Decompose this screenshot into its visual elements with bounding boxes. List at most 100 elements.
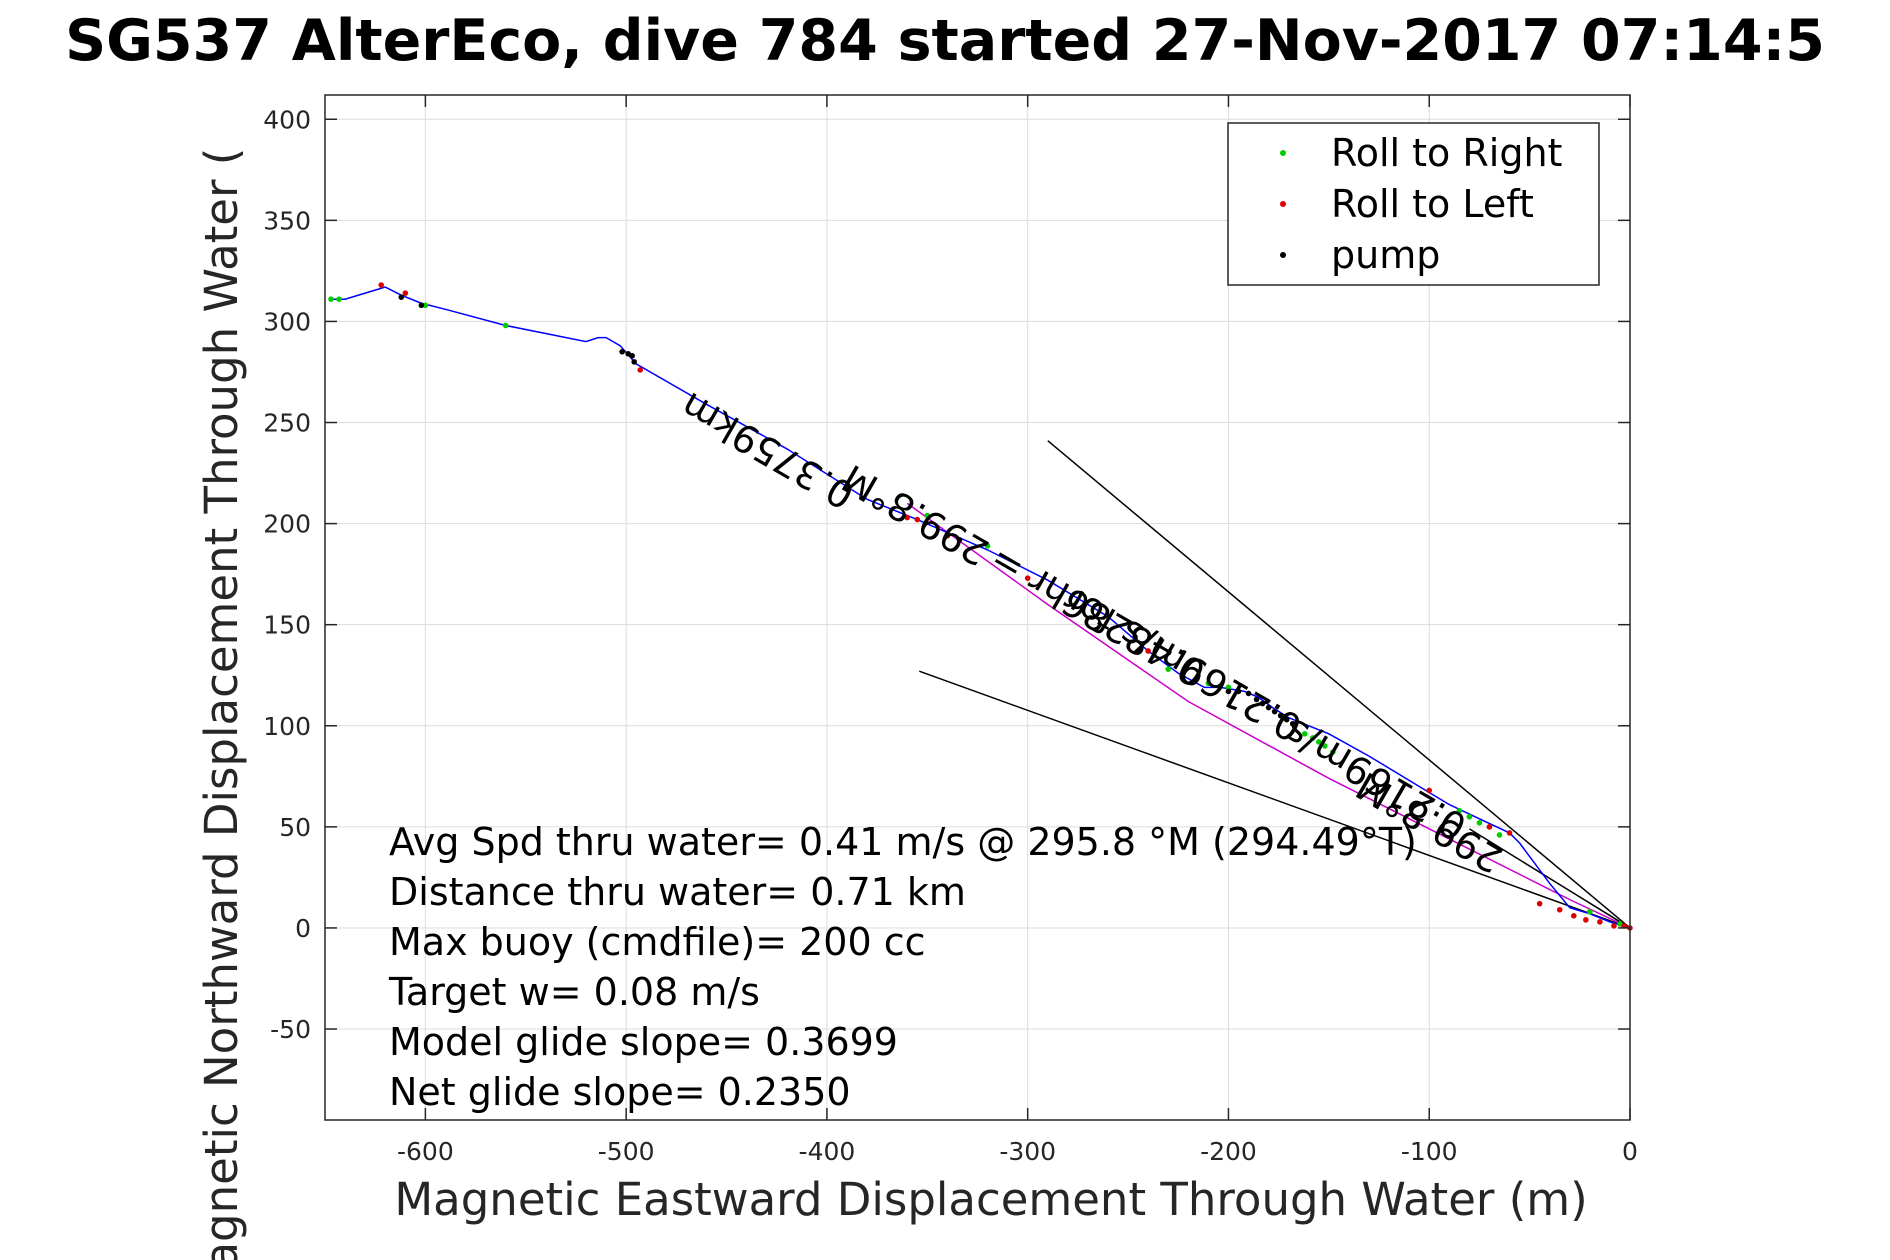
roll-right-marker: [336, 296, 342, 302]
roll-right-marker: [1225, 684, 1232, 691]
roll-right-marker: [328, 296, 334, 302]
y-tick-label: 300: [263, 307, 311, 336]
x-tick-label: -500: [598, 1137, 655, 1166]
roll-right-marker: [1496, 832, 1503, 838]
annotation-line: Max buoy (cmdfile)= 200 cc: [389, 920, 926, 964]
legend-marker: [1280, 150, 1286, 156]
pump-marker: [956, 536, 963, 543]
roll-left-marker: [1570, 913, 1577, 919]
pump-marker: [1253, 696, 1260, 703]
roll-right-marker: [1587, 908, 1593, 915]
pump-marker: [1277, 712, 1284, 719]
reference-line: [1047, 440, 1631, 929]
roll-right-marker: [924, 512, 931, 519]
annotation-line: Model glide slope= 0.3699: [389, 1020, 898, 1064]
y-tick-label: 200: [263, 510, 311, 539]
legend-marker: [1280, 252, 1286, 258]
roll-right-marker: [1309, 735, 1316, 741]
y-tick-label: 0: [295, 914, 311, 943]
pump-marker: [1271, 708, 1278, 715]
y-axis-label: Magnetic Northward Displacement Through …: [195, 148, 248, 1260]
roll-right-marker: [1205, 680, 1212, 687]
y-tick-label: 50: [279, 813, 311, 842]
legend-label: pump: [1331, 233, 1440, 277]
roll-left-marker: [1597, 919, 1603, 925]
roll-left-marker: [637, 367, 644, 373]
pump-marker: [398, 294, 405, 300]
roll-left-marker: [1583, 917, 1589, 923]
x-axis-label: Magnetic Eastward Displacement Through W…: [394, 1173, 1587, 1226]
roll-left-marker: [944, 532, 951, 539]
roll-right-marker: [1456, 807, 1463, 814]
roll-left-marker: [1486, 824, 1493, 830]
track-line: [331, 286, 1631, 929]
roll-right-marker: [422, 302, 429, 309]
x-tick-labels: -600 -500 -400 -300 -200 -100 0: [397, 1137, 1638, 1166]
pump-marker: [1265, 704, 1272, 711]
roll-right-marker: [1476, 820, 1483, 826]
roll-left-marker: [378, 282, 385, 288]
legend: Roll to Right Roll to Left pump: [1227, 122, 1600, 286]
pump-marker: [1225, 688, 1232, 695]
roll-left-marker: [914, 516, 921, 523]
roll-left-marker: [904, 514, 911, 521]
pump-marker: [1245, 690, 1252, 697]
roll-left-marker: [1506, 830, 1513, 836]
pump-marker: [629, 352, 635, 359]
legend-label: Roll to Right: [1331, 131, 1562, 175]
roll-left-marker: [1536, 900, 1543, 907]
annotation-block: Avg Spd thru water= 0.41 m/s @ 295.8 °M …: [388, 820, 1417, 1114]
roll-right-marker: [984, 543, 991, 549]
pump-marker: [1235, 688, 1242, 695]
roll-left-marker: [1556, 906, 1563, 913]
roll-left-marker: [402, 290, 409, 296]
legend-label: Roll to Left: [1331, 182, 1534, 226]
pump-marker: [1289, 720, 1296, 727]
roll-right-marker: [1466, 813, 1473, 820]
rotated-label: 0.2169m/s for: [1056, 578, 1309, 750]
x-tick-label: -100: [1401, 1137, 1458, 1166]
x-tick-label: -200: [1200, 1137, 1257, 1166]
roll-left-marker: [1145, 648, 1151, 654]
roll-left-marker: [1611, 923, 1617, 929]
roll-right-marker: [1330, 749, 1336, 755]
annotation-line: Distance thru water= 0.71 km: [389, 870, 966, 914]
pump-marker: [631, 359, 637, 365]
pump-marker: [1259, 700, 1266, 707]
y-tick-label: 350: [263, 206, 311, 235]
annotation-line: Target w= 0.08 m/s: [388, 970, 760, 1014]
y-tick-label: 400: [263, 105, 311, 134]
y-tick-label: 100: [263, 712, 311, 741]
reference-line: [919, 670, 1631, 929]
axis-ticks: [325, 95, 1631, 1120]
x-tick-label: -600: [397, 1137, 454, 1166]
y-tick-label: 250: [263, 409, 311, 438]
roll-right-marker: [1316, 739, 1322, 745]
legend-marker: [1280, 201, 1286, 207]
pump-marker: [1283, 716, 1290, 723]
x-tick-label: -400: [799, 1137, 856, 1166]
rotated-label: 299.8°M: [835, 456, 996, 574]
annotation-line: Net glide slope= 0.2350: [389, 1070, 851, 1114]
y-tick-label: 150: [263, 611, 311, 640]
pump-marker: [418, 302, 425, 309]
x-tick-label: 0: [1622, 1137, 1638, 1166]
heading-line: [906, 502, 1631, 929]
roll-left-marker: [1024, 575, 1031, 581]
roll-right-marker: [502, 322, 509, 329]
axes-frame: [324, 94, 1631, 1121]
rotated-label: 0.3759km: [673, 383, 861, 517]
pump-marker: [619, 348, 625, 355]
roll-left-marker: [1426, 787, 1433, 794]
chart-title: SG537 AlterEco, dive 784 started 27-Nov-…: [65, 8, 1825, 74]
annotation-line: Avg Spd thru water= 0.41 m/s @ 295.8 °M …: [389, 820, 1417, 864]
x-tick-label: -300: [999, 1137, 1056, 1166]
y-tick-labels: -50 0 50 100 150 200 250 300 350 400: [263, 105, 311, 1044]
roll-right-marker: [1165, 666, 1172, 672]
legend-box: [1227, 122, 1600, 286]
reference-line: [1468, 828, 1631, 929]
roll-right-marker: [1322, 743, 1328, 749]
roll-right-marker: [1301, 731, 1308, 737]
y-tick-label: -50: [270, 1015, 311, 1044]
